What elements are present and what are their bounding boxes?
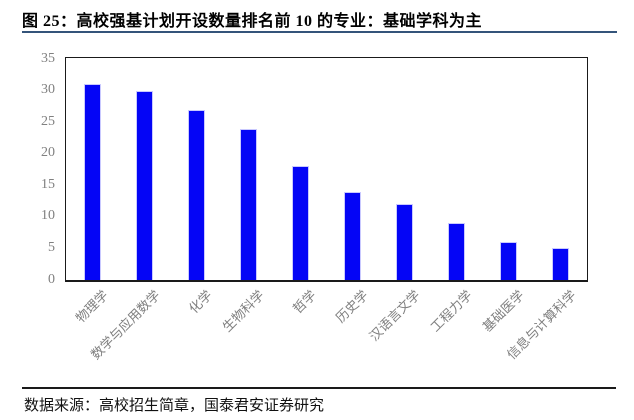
x-tick-label: 历史学 — [333, 287, 372, 326]
y-tick-label: 0 — [48, 271, 55, 287]
y-tick-label: 30 — [41, 82, 55, 98]
figure-title: 图 25：高校强基计划开设数量排名前 10 的专业：基础学科为主 — [22, 13, 483, 30]
bar — [343, 191, 361, 280]
x-tick-label: 信息与计算科学 — [504, 287, 580, 363]
y-tick-label: 20 — [41, 145, 55, 161]
bar — [499, 242, 517, 280]
bar — [291, 166, 309, 280]
bar — [395, 204, 413, 280]
bar — [551, 248, 569, 280]
bar — [83, 84, 101, 280]
x-tick-label: 物理学 — [73, 287, 112, 326]
x-tick-label: 数学与应用数学 — [88, 287, 164, 363]
data-source: 数据来源：高校招生简章，国泰君安证券研究 — [24, 398, 325, 414]
y-tick-label: 5 — [48, 239, 55, 255]
y-tick-label: 35 — [41, 50, 55, 66]
x-tick-label: 基础医学 — [480, 287, 528, 335]
x-tick-label: 化学 — [186, 287, 216, 317]
bar — [239, 128, 257, 280]
x-tick-label: 汉语言文学 — [366, 287, 424, 344]
bar — [135, 90, 153, 280]
bar — [187, 109, 205, 280]
x-tick-label: 工程力学 — [428, 287, 476, 335]
plot-area — [65, 57, 588, 282]
x-tick-label: 哲学 — [290, 287, 320, 317]
title-underline — [22, 31, 617, 33]
y-tick-label: 15 — [41, 176, 55, 192]
x-tick-label: 生物科学 — [220, 287, 268, 335]
bar — [447, 223, 465, 280]
y-tick-label: 10 — [41, 208, 55, 224]
footer-divider — [22, 387, 616, 389]
y-tick-label: 25 — [41, 113, 55, 129]
